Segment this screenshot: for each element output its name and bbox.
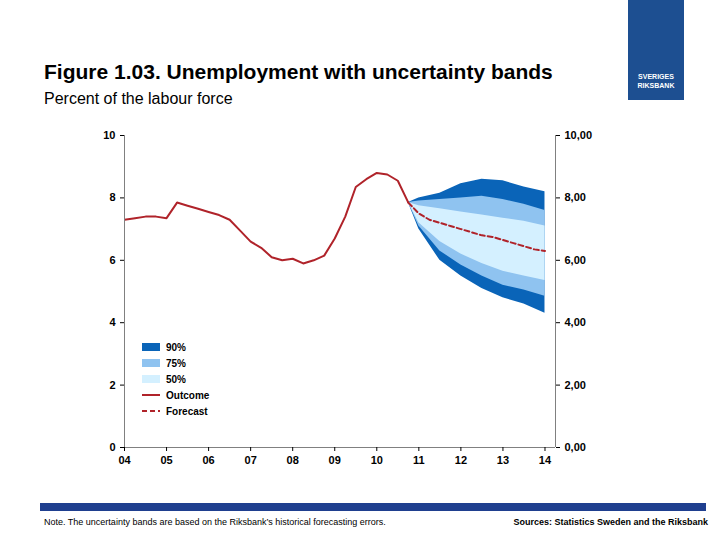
svg-text:10: 10 (103, 129, 115, 141)
svg-text:0,00: 0,00 (565, 441, 586, 453)
svg-text:10: 10 (371, 454, 383, 466)
svg-text:06: 06 (202, 454, 214, 466)
html-text:90%: 90% (166, 341, 186, 353)
svg-text:14: 14 (539, 454, 552, 466)
html-text:Figure 1.03. Unemployment with: Figure 1.03. Unemployment with uncertain… (44, 60, 553, 83)
svg-text:09: 09 (329, 454, 341, 466)
svg-text:04: 04 (118, 454, 131, 466)
svg-text:4: 4 (109, 316, 116, 328)
svg-text:10,00: 10,00 (565, 129, 593, 141)
svg-text:11: 11 (413, 454, 425, 466)
html-text:Percent of the labour force: Percent of the labour force (44, 90, 233, 107)
html-text:50%: 50% (166, 373, 186, 385)
html-text:Outcome: Outcome (166, 389, 210, 401)
svg-text:6,00: 6,00 (565, 254, 586, 266)
svg-text:8,00: 8,00 (565, 191, 586, 203)
svg-text:05: 05 (160, 454, 172, 466)
svg-text:8: 8 (109, 191, 115, 203)
html-text:75%: 75% (166, 357, 186, 369)
svg-text:2,00: 2,00 (565, 379, 586, 391)
html-text:Forecast: Forecast (166, 405, 208, 417)
html-text:SVERIGES RIKSBANK: SVERIGES RIKSBANK (637, 73, 675, 89)
svg-text:4,00: 4,00 (565, 316, 586, 328)
svg-text:07: 07 (245, 454, 257, 466)
svg-text:0: 0 (109, 441, 115, 453)
svg-text:13: 13 (497, 454, 509, 466)
html-text:Note. The uncertainty bands ar: Note. The uncertainty bands are based on… (44, 517, 386, 527)
svg-text:6: 6 (109, 254, 115, 266)
svg-text:12: 12 (455, 454, 467, 466)
svg-text:2: 2 (109, 379, 115, 391)
svg-text:08: 08 (287, 454, 299, 466)
html-text:Sources: Statistics Sweden and: Sources: Statistics Sweden and the Riksb… (513, 517, 708, 527)
